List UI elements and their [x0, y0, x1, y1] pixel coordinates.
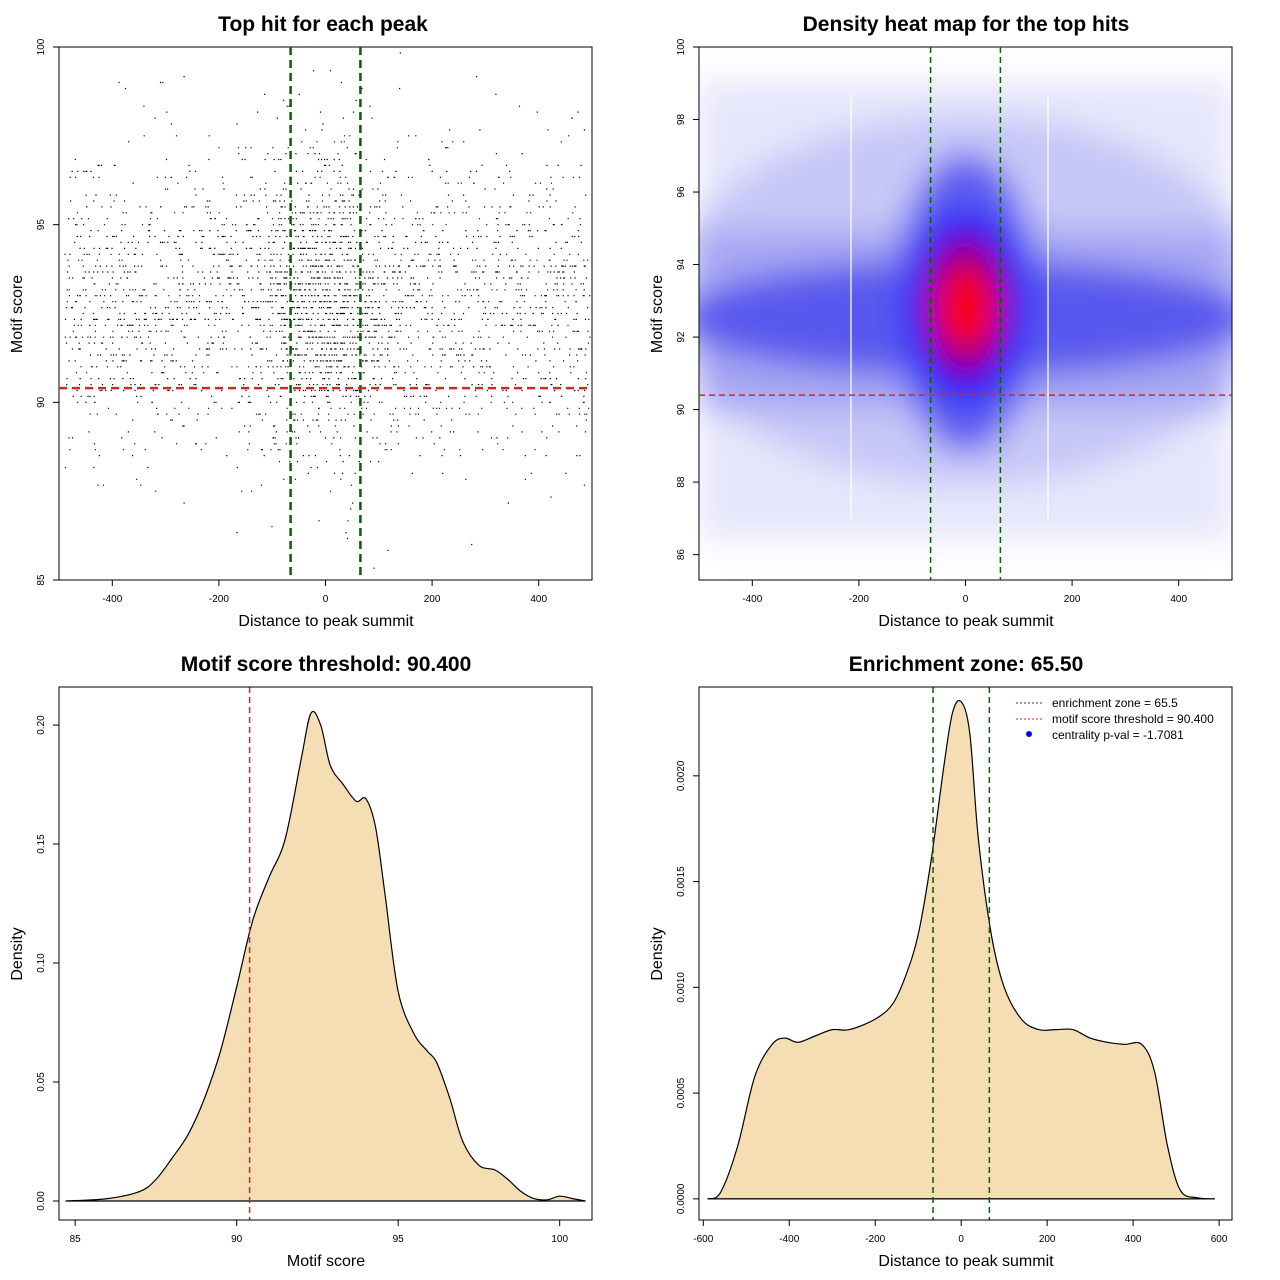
heatmap-panel: Density heat map for the top hits -400 -2… [649, 13, 1233, 630]
scatter-x-ticks: -400 -200 0 200 400 [102, 580, 547, 605]
score-density-y-label: Density [9, 927, 26, 980]
heatmap-x-ticks: -400 -200 0 200 400 [742, 580, 1187, 605]
distance-density-y-tick-label: 0.0020 [676, 760, 687, 791]
score-density-y-tick-label: 0.20 [36, 715, 47, 735]
score-density-x-tick-label: 100 [551, 1234, 568, 1245]
score-density-plot-frame [58, 686, 593, 1221]
scatter-x-tick-label: 0 [323, 594, 329, 605]
distance-density-x-label: Distance to peak summit [878, 1253, 1054, 1270]
heatmap-density-field [699, 47, 1232, 580]
distance-density-plot-frame [698, 686, 1233, 1221]
heatmap-y-tick-label: 98 [676, 114, 687, 126]
score-density-curve-group [65, 687, 586, 1220]
scatter-x-tick-label: -400 [102, 594, 122, 605]
distance-density-curve-group [707, 687, 1215, 1220]
distance-density-x-tick-label: -200 [865, 1234, 885, 1245]
score-density-y-tick-label: 0.00 [36, 1191, 47, 1211]
distance-density-density-curve [707, 699, 1215, 1200]
distance-density-y-tick-label: 0.0005 [676, 1077, 687, 1108]
heatmap-y-tick-label: 100 [676, 38, 687, 55]
scatter-y-tick-label: 100 [36, 38, 47, 55]
score-density-x-tick-label: 85 [70, 1234, 82, 1245]
heatmap-y-tick-label: 96 [676, 186, 687, 198]
legend-enrichment-label: enrichment zone = 65.5 [1052, 696, 1178, 710]
heatmap-x-tick-label: 400 [1170, 594, 1187, 605]
heatmap-x-label: Distance to peak summit [878, 613, 1054, 630]
heatmap-y-label: Motif score [649, 275, 666, 353]
score-density-title: Motif score threshold: 90.400 [181, 653, 472, 676]
heatmap-x-tick-label: 200 [1064, 594, 1081, 605]
legend-pval-swatch [1026, 731, 1032, 737]
heatmap-x-tick-label: -200 [849, 594, 869, 605]
scatter-y-tick-label: 85 [36, 574, 47, 586]
heatmap-y-tick-label: 88 [676, 476, 687, 488]
distance-density-panel: Enrichment zone: 65.50 -600 -400 -200 0 200 4… [649, 653, 1233, 1270]
scatter-reference-lines [59, 47, 592, 580]
scatter-title: Top hit for each peak [218, 13, 428, 36]
distance-density-x-tick-label: 400 [1125, 1234, 1142, 1245]
heatmap-title: Density heat map for the top hits [803, 13, 1130, 36]
heatmap-y-tick-label: 94 [676, 259, 687, 271]
distance-density-x-tick-label: 200 [1039, 1234, 1056, 1245]
legend-pval-label: centrality p-val = -1.7081 [1052, 728, 1184, 742]
heatmap-y-tick-label: 86 [676, 549, 687, 561]
scatter-x-tick-label: 200 [424, 594, 441, 605]
score-density-x-tick-label: 90 [231, 1234, 243, 1245]
score-density-y-tick-label: 0.05 [36, 1072, 47, 1092]
distance-density-y-tick-label: 0.0000 [676, 1183, 687, 1214]
scatter-y-ticks: 85 90 95 100 [36, 38, 59, 586]
scatter-points [64, 52, 591, 569]
heatmap-y-tick-label: 90 [676, 404, 687, 416]
scatter-x-label: Distance to peak summit [238, 613, 414, 630]
distance-density-y-ticks: 0.0000 0.0005 0.0010 0.0015 0.0020 [676, 760, 699, 1214]
distance-density-x-ticks: -600 -400 -200 0 200 400 600 [693, 1220, 1228, 1245]
heatmap-x-tick-label: 0 [963, 594, 969, 605]
scatter-point-cloud [64, 52, 591, 569]
legend-threshold-label: motif score threshold = 90.400 [1052, 712, 1214, 726]
scatter-x-tick-label: -200 [209, 594, 229, 605]
distance-density-legend: enrichment zone = 65.5 motif score thres… [1016, 696, 1214, 742]
score-density-y-ticks: 0.00 0.05 0.10 0.15 0.20 [36, 715, 59, 1211]
score-density-y-tick-label: 0.15 [36, 834, 47, 854]
scatter-x-tick-label: 400 [530, 594, 547, 605]
score-density-x-ticks: 85 90 95 100 [70, 1220, 568, 1245]
distance-density-x-tick-label: -400 [779, 1234, 799, 1245]
heatmap-reference-lines [699, 47, 1232, 580]
distance-density-x-tick-label: 600 [1211, 1234, 1228, 1245]
score-density-y-tick-label: 0.10 [36, 953, 47, 973]
distance-density-y-label: Density [649, 927, 666, 980]
scatter-panel: Top hit for each peak -400 -200 0 200 400 85… [9, 13, 593, 630]
distance-density-x-tick-label: 0 [958, 1234, 964, 1245]
heatmap-y-tick-label: 92 [676, 331, 687, 343]
scatter-y-label: Motif score [9, 275, 26, 353]
score-density-x-label: Motif score [287, 1253, 365, 1270]
distance-density-x-tick-label: -600 [693, 1234, 713, 1245]
distance-density-y-tick-label: 0.0015 [676, 866, 687, 897]
score-density-x-tick-label: 95 [393, 1234, 405, 1245]
score-density-density-curve [65, 710, 586, 1202]
heatmap-y-ticks: 86 88 90 92 94 96 98 100 [676, 38, 699, 560]
distance-density-title: Enrichment zone: 65.50 [849, 653, 1084, 676]
scatter-y-tick-label: 95 [36, 219, 47, 231]
scatter-y-tick-label: 90 [36, 396, 47, 408]
score-density-panel: Motif score threshold: 90.400 85 90 95 100 … [9, 653, 593, 1270]
distance-density-y-tick-label: 0.0010 [676, 972, 687, 1003]
heatmap-x-tick-label: -400 [742, 594, 762, 605]
